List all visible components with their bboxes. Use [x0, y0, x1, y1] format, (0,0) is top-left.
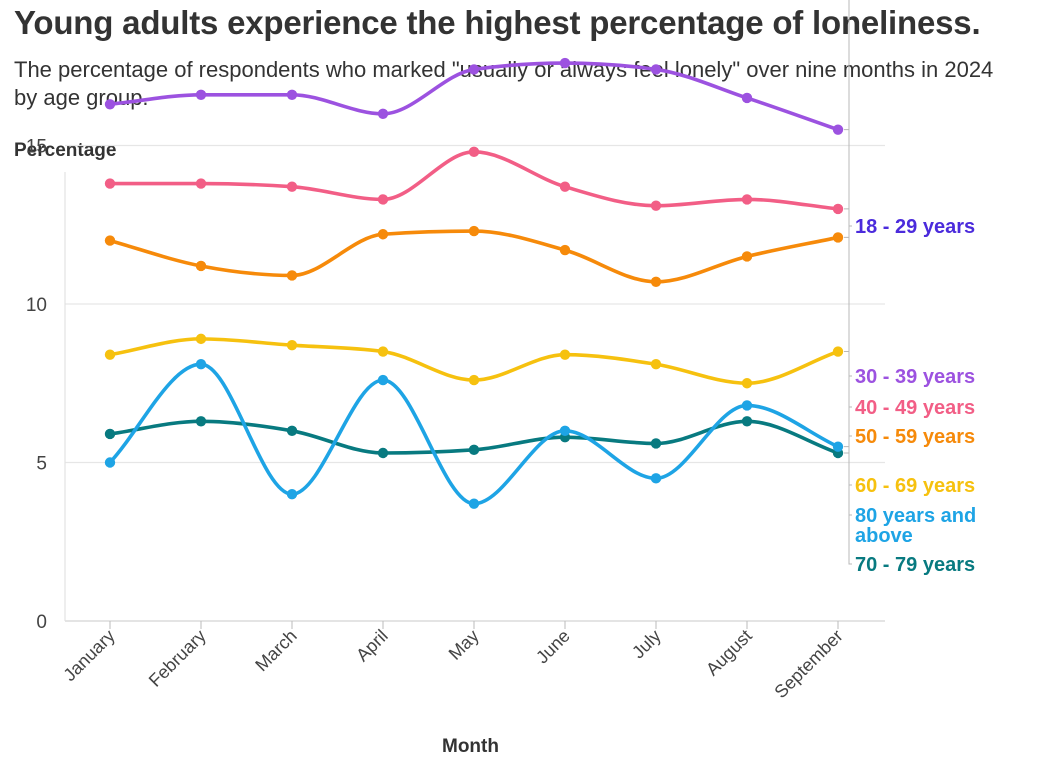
data-point-60-69-years: [741, 378, 753, 389]
series-label-70-79-years: 70 - 79 years: [855, 554, 975, 576]
data-point-30-39-years: [468, 64, 480, 75]
x-tick-label: August: [702, 626, 756, 680]
series-label-80-years-and-above: 80 years and above: [855, 505, 976, 547]
series-label-30-39-years: 30 - 39 years: [855, 366, 975, 388]
label-leader: [848, 0, 852, 227]
data-point-70-79-years: [468, 444, 480, 456]
data-point-50-59-years: [832, 232, 844, 243]
data-point-70-79-years: [286, 425, 298, 436]
data-point-40-49-years: [195, 178, 207, 189]
label-leader: [844, 446, 852, 516]
data-point-50-59-years: [650, 276, 662, 288]
data-point-50-59-years: [286, 270, 298, 281]
series-label-60-69-years: 60 - 69 years: [855, 475, 975, 497]
data-point-50-59-years: [104, 235, 116, 246]
data-point-30-39-years: [286, 89, 298, 100]
label-leader: [844, 129, 852, 377]
x-tick-label: May: [445, 626, 483, 664]
data-point-70-79-years: [650, 438, 662, 449]
data-point-40-49-years: [559, 181, 571, 192]
x-tick-label: January: [59, 626, 118, 685]
data-point-60-69-years: [650, 359, 662, 370]
data-point-40-49-years: [468, 146, 480, 158]
data-point-40-49-years: [650, 200, 662, 211]
data-point-30-39-years: [650, 64, 662, 75]
data-point-50-59-years: [468, 225, 480, 237]
y-tick-label: 5: [36, 454, 47, 475]
data-point-30-39-years: [741, 92, 753, 104]
series-label-40-49-years: 40 - 49 years: [855, 397, 975, 419]
label-leader: [844, 452, 852, 565]
x-axis-label: Month: [442, 736, 499, 757]
series-line-50-59-years: [108, 229, 840, 284]
x-tick-label: July: [628, 626, 665, 663]
data-point-80-years-and-above: [741, 400, 753, 411]
data-point-50-59-years: [741, 251, 753, 262]
series-line-40-49-years: [108, 150, 840, 211]
data-point-80-years-and-above: [832, 441, 844, 452]
x-tick-label: February: [145, 626, 210, 691]
data-point-40-49-years: [104, 178, 116, 189]
data-point-60-69-years: [468, 374, 480, 386]
chart-title: Young adults experience the highest perc…: [14, 4, 981, 41]
data-point-40-49-years: [286, 181, 298, 192]
data-point-30-39-years: [377, 108, 389, 120]
data-point-40-49-years: [832, 203, 844, 215]
data-point-80-years-and-above: [104, 457, 116, 468]
data-point-70-79-years: [195, 416, 207, 427]
x-tick-label: September: [770, 626, 846, 702]
data-point-80-years-and-above: [195, 359, 207, 370]
data-point-30-39-years: [195, 89, 207, 100]
data-point-80-years-and-above: [650, 473, 662, 484]
data-point-60-69-years: [832, 346, 844, 357]
chart-subtitle: The percentage of respondents who marked…: [14, 57, 994, 110]
data-point-60-69-years: [559, 349, 571, 360]
data-point-30-39-years: [559, 57, 571, 69]
data-point-60-69-years: [104, 349, 116, 360]
data-point-60-69-years: [377, 346, 389, 357]
series-label-50-59-years: 50 - 59 years: [855, 426, 975, 448]
y-tick-label: 0: [36, 612, 47, 633]
data-point-80-years-and-above: [559, 425, 571, 436]
x-tick-label: June: [532, 626, 574, 668]
data-point-50-59-years: [377, 229, 389, 240]
y-tick-label: 10: [26, 295, 47, 316]
data-point-80-years-and-above: [286, 489, 298, 500]
data-point-70-79-years: [377, 447, 389, 459]
label-leader: [844, 236, 852, 437]
series-line-80-years-and-above: [108, 362, 840, 506]
x-tick-label: March: [251, 626, 301, 676]
y-tick-label: 15: [26, 137, 47, 158]
series-label-18-29-years: 18 - 29 years: [855, 216, 975, 238]
data-point-80-years-and-above: [377, 374, 389, 386]
data-point-50-59-years: [195, 260, 207, 272]
data-point-40-49-years: [377, 194, 389, 205]
x-tick-label: April: [352, 626, 392, 666]
data-point-60-69-years: [195, 333, 207, 345]
data-point-30-39-years: [104, 99, 116, 110]
data-point-40-49-years: [741, 194, 753, 205]
data-point-70-79-years: [741, 416, 753, 427]
data-point-30-39-years: [832, 124, 844, 135]
data-point-70-79-years: [104, 428, 116, 440]
data-point-60-69-years: [286, 340, 298, 351]
label-leader: [844, 351, 852, 486]
data-point-50-59-years: [559, 244, 571, 256]
label-leader: [844, 208, 852, 408]
data-point-80-years-and-above: [468, 498, 480, 509]
